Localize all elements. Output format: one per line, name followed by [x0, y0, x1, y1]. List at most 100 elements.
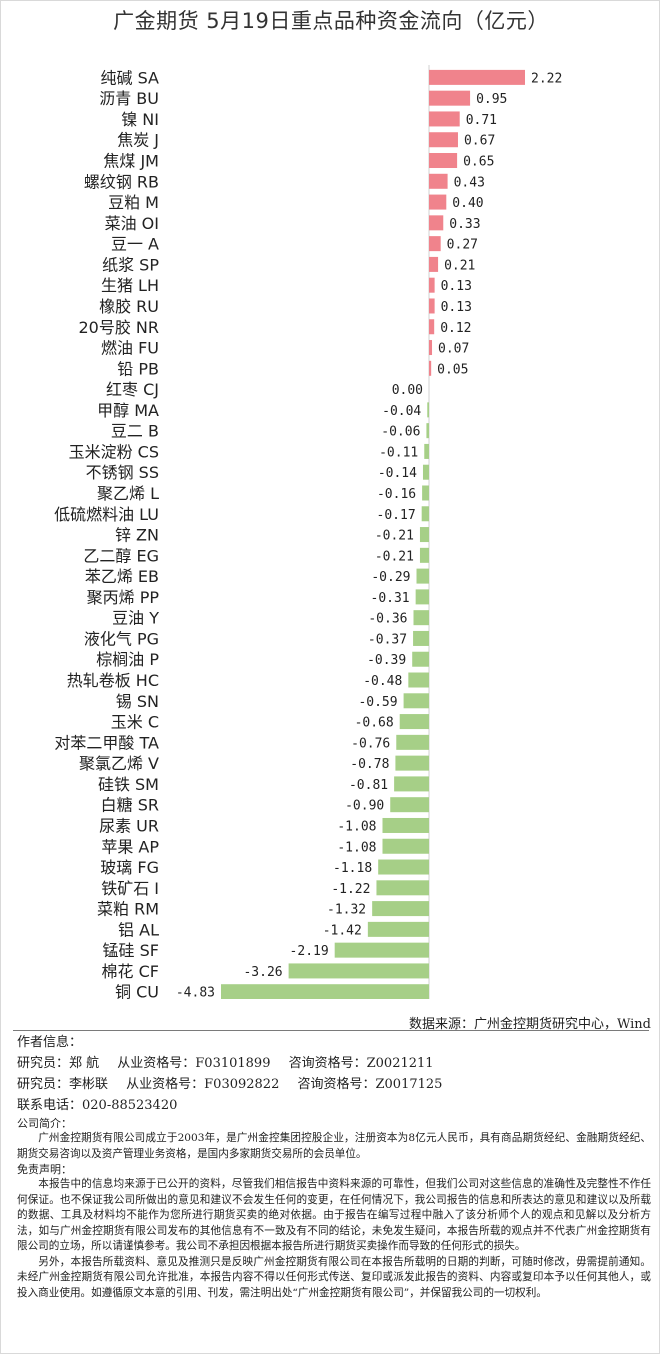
category-label: 焦炭 J	[117, 131, 159, 150]
bar	[429, 319, 435, 335]
value-label: -0.90	[345, 799, 384, 814]
bar	[429, 236, 441, 252]
divider	[13, 1030, 649, 1031]
value-label: -1.08	[337, 840, 376, 855]
bar	[422, 485, 429, 501]
bar	[399, 714, 429, 730]
data-source: 数据来源：广州金控期货研究中心，Wind	[409, 1017, 651, 1032]
category-label: 生猪 LH	[101, 276, 159, 295]
value-label: -1.42	[323, 923, 362, 938]
category-label: 聚氯乙烯 V	[79, 754, 159, 773]
bar	[422, 464, 429, 480]
value-label: 0.43	[454, 175, 485, 190]
value-label: 0.07	[438, 342, 469, 357]
bar	[394, 776, 429, 792]
value-label: -0.14	[378, 466, 417, 481]
bar	[424, 443, 429, 459]
bar	[426, 423, 429, 439]
value-label: 0.95	[476, 92, 507, 107]
bar	[403, 693, 429, 709]
bar	[429, 340, 433, 356]
bar	[378, 859, 429, 875]
bar	[429, 277, 435, 293]
bar	[421, 506, 429, 522]
bar	[221, 984, 429, 999]
bar	[390, 797, 429, 813]
value-label: 0.67	[464, 134, 495, 149]
bar	[408, 672, 429, 688]
bar	[412, 651, 429, 667]
category-label: 红枣 CJ	[106, 380, 159, 399]
value-label: 0.65	[463, 155, 494, 170]
value-label: -1.32	[327, 903, 366, 918]
category-label: 纯碱 SA	[101, 68, 160, 87]
bar	[413, 610, 429, 626]
value-label: 0.05	[437, 362, 468, 377]
bar	[395, 755, 429, 771]
value-label: 0.33	[449, 217, 480, 232]
category-label: 豆二 B	[111, 422, 159, 441]
category-label: 螺纹钢 RB	[84, 172, 159, 191]
disclaimer-paragraph: 本报告中的信息均来源于已公开的资料，尽管我们相信报告中资料来源的可靠性，但我们公…	[17, 1178, 651, 1252]
value-label: 0.13	[441, 300, 472, 315]
value-label: -1.08	[337, 819, 376, 834]
category-label: 低硫燃料油 LU	[54, 505, 159, 524]
practice-qualification: 从业资格号：F03101899	[117, 1056, 271, 1071]
bar	[427, 402, 429, 418]
bar	[415, 589, 429, 605]
bar	[429, 111, 460, 127]
bar-chart: 纯碱 SA 2.22 沥青 BU 0.95 镍 NI 0.71 焦炭 J 0.67 焦煤 JM 0…	[54, 65, 562, 999]
category-label: 橡胶 RU	[99, 297, 159, 316]
value-label: -0.06	[381, 425, 420, 440]
bar	[429, 256, 439, 272]
value-label: -0.59	[358, 695, 397, 710]
category-label: 20号胶 NR	[78, 318, 159, 337]
category-label: 锌 ZN	[115, 526, 159, 545]
bar	[429, 215, 444, 231]
company-intro: 广州金控期货有限公司成立于2003年，是广州金控集团控股企业，注册资本为8亿元人…	[17, 1132, 651, 1160]
category-label: 纸浆 SP	[102, 255, 159, 274]
value-label: -0.81	[349, 778, 388, 793]
value-label: -0.37	[368, 632, 407, 647]
category-label: 菜油 OI	[105, 214, 159, 233]
bar	[376, 880, 429, 896]
category-label: 铁矿石 I	[101, 879, 159, 898]
disclaimer-heading: 免责声明：	[17, 1163, 72, 1176]
value-label: -0.78	[350, 757, 389, 772]
bar	[429, 173, 448, 189]
info-section: 作者信息： 研究员：郑 航 从业资格号：F03101899 咨询资格号：Z002…	[17, 1033, 651, 1301]
value-label: -0.16	[377, 487, 416, 502]
value-label: 0.27	[447, 238, 478, 253]
category-label: 玉米 C	[111, 713, 159, 732]
bar	[372, 901, 429, 917]
value-label: -0.11	[379, 445, 418, 460]
category-label: 热轧卷板 HC	[67, 671, 159, 690]
bar	[429, 90, 471, 106]
value-label: -2.19	[290, 944, 329, 959]
researcher-row: 研究员：李彬联 从业资格号：F03092822 咨询资格号：Z0017125	[17, 1074, 651, 1095]
bar	[334, 942, 429, 958]
category-label: 白糖 SR	[101, 796, 159, 815]
category-label: 铝 AL	[118, 920, 159, 939]
category-label: 铅 PB	[117, 359, 159, 378]
practice-qualification: 从业资格号：F03092822	[126, 1077, 280, 1092]
value-label: -4.83	[176, 986, 215, 999]
value-label: -0.36	[368, 612, 407, 627]
value-label: 0.71	[466, 113, 497, 128]
bar	[288, 963, 429, 979]
value-label: -0.21	[375, 529, 414, 544]
disclaimer-paragraph: 另外，本报告所载资料、意见及推测只是反映广州金控期货有限公司在本报告所载明的日期…	[17, 1255, 651, 1299]
category-label: 聚乙烯 L	[97, 484, 159, 503]
bar	[429, 132, 458, 148]
consulting-qualification: 咨询资格号：Z0017125	[297, 1077, 443, 1092]
category-label: 燃油 FU	[101, 339, 159, 358]
category-label: 棉花 CF	[102, 962, 159, 981]
value-label: -0.29	[371, 570, 410, 585]
consulting-qualification: 咨询资格号：Z0021211	[288, 1056, 434, 1071]
category-label: 豆一 A	[111, 235, 159, 254]
category-label: 对苯二甲酸 TA	[54, 733, 159, 752]
bar	[429, 194, 447, 210]
category-label: 焦煤 JM	[103, 152, 159, 171]
bar	[429, 153, 458, 169]
